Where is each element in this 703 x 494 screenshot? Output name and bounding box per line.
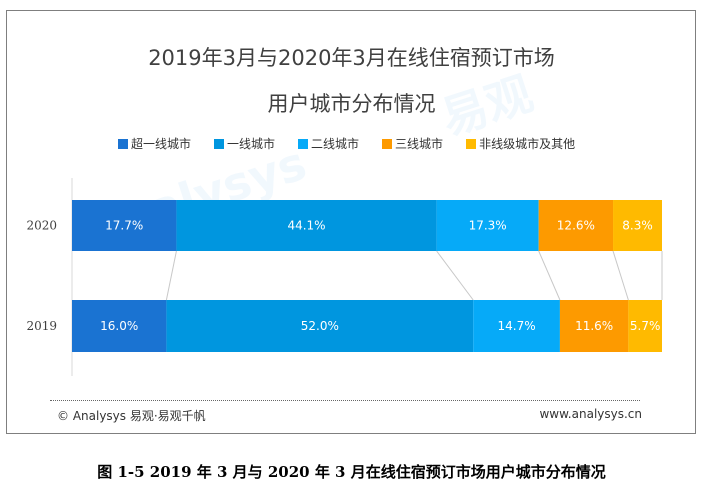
legend-label: 超一线城市 — [131, 137, 192, 151]
bar-segment — [613, 200, 662, 251]
legend-label: 二线城市 — [311, 137, 360, 151]
chart-frame — [6, 10, 696, 434]
bar-segment — [72, 300, 167, 352]
bar-segment — [436, 200, 539, 251]
series-connector-line — [165, 250, 177, 301]
series-connector-line — [612, 250, 629, 301]
data-label: 12.6% — [557, 219, 595, 233]
series-connector-line — [436, 250, 474, 301]
bar-segment — [176, 200, 437, 251]
data-label: 52.0% — [301, 319, 339, 333]
legend-swatch — [382, 138, 393, 149]
legend-item: 非线级城市及其他 — [466, 135, 575, 152]
data-label: 5.7% — [630, 319, 661, 333]
legend: 超一线城市 一线城市 二线城市 三线城市 非线级城市及其他 — [118, 135, 598, 152]
data-label: 14.7% — [498, 319, 536, 333]
footer-divider — [50, 400, 640, 401]
bar-segment — [166, 300, 474, 352]
legend-label: 三线城市 — [395, 137, 444, 151]
data-label: 44.1% — [287, 219, 325, 233]
data-label: 11.6% — [575, 319, 613, 333]
bar-segment — [559, 300, 629, 352]
figure-caption: 图 1-5 2019 年 3 月与 2020 年 3 月在线住宿预订市场用户城市… — [97, 463, 606, 481]
legend-item: 超一线城市 — [118, 135, 191, 152]
bar-segment — [473, 300, 560, 352]
legend-item: 二线城市 — [298, 135, 359, 152]
legend-swatch — [298, 138, 309, 149]
data-label: 17.3% — [469, 219, 507, 233]
legend-label: 非线级城市及其他 — [479, 137, 576, 151]
website-text: www.analysys.cn — [539, 407, 642, 421]
legend-swatch — [118, 138, 128, 149]
legend-item: 一线城市 — [214, 135, 275, 152]
series-connector-line — [538, 250, 561, 301]
bar-segment — [538, 200, 614, 251]
bar-segment — [72, 200, 177, 251]
legend-swatch — [214, 138, 225, 149]
data-label: 16.0% — [100, 319, 138, 333]
chart-title: 2019年3月与2020年3月在线住宿预订市场 — [148, 46, 555, 70]
category-label: 2019 — [26, 319, 57, 333]
legend-label: 一线城市 — [227, 137, 276, 151]
source-text: © Analysys 易观·易观千帆 — [57, 409, 206, 423]
category-label: 2020 — [26, 219, 57, 233]
data-label: 17.7% — [105, 219, 143, 233]
data-label: 8.3% — [622, 219, 653, 233]
chart-subtitle: 用户城市分布情况 — [267, 92, 436, 116]
legend-swatch — [466, 138, 477, 149]
bar-segment — [628, 300, 662, 352]
legend-item: 三线城市 — [382, 135, 443, 152]
